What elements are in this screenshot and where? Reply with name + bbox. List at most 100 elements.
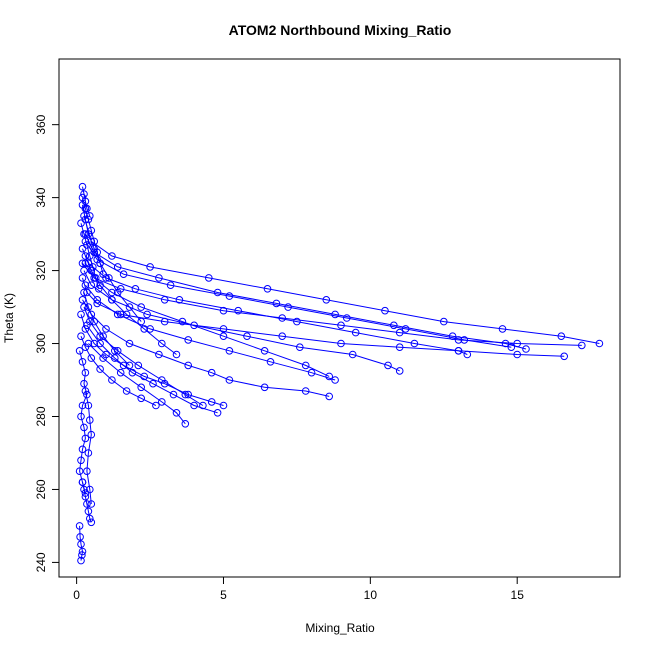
data-point <box>260 347 269 355</box>
data-point <box>160 317 169 326</box>
data-point <box>77 556 85 565</box>
data-point <box>96 339 104 348</box>
series-line <box>79 350 88 494</box>
data-point <box>84 401 93 410</box>
series-group <box>81 387 96 508</box>
data-point <box>125 339 134 348</box>
data-point <box>137 383 145 392</box>
data-point <box>80 288 88 297</box>
data-point <box>137 394 145 403</box>
data-point <box>86 252 94 260</box>
data-point <box>81 434 90 443</box>
series-line <box>82 204 142 322</box>
data-point <box>278 314 287 322</box>
data-point <box>381 306 389 315</box>
series-line <box>88 343 186 425</box>
data-point <box>81 215 90 224</box>
data-point <box>205 274 213 282</box>
series-group <box>81 252 181 359</box>
data-point <box>143 310 151 319</box>
data-point <box>190 401 198 410</box>
series-line <box>84 263 330 377</box>
y-axis: 240 260 280 300 320 340 360 <box>34 114 60 572</box>
data-point <box>80 379 88 388</box>
series-line <box>80 336 157 406</box>
data-point <box>81 325 90 333</box>
data-point <box>77 219 85 227</box>
series-line <box>84 255 177 355</box>
data-point <box>181 420 190 428</box>
data-point <box>102 325 110 333</box>
data-point <box>166 281 175 290</box>
data-point <box>137 317 145 326</box>
data-point <box>325 392 334 401</box>
data-point <box>119 361 128 370</box>
y-tick-label: 300 <box>34 333 48 353</box>
series-group <box>81 230 530 353</box>
series-line <box>82 262 582 346</box>
data-point <box>395 367 404 375</box>
data-point <box>184 361 192 370</box>
data-point <box>158 398 166 406</box>
data-point <box>278 332 287 341</box>
data-point <box>119 270 128 279</box>
series-group <box>75 522 87 565</box>
data-point <box>78 358 87 366</box>
series-line <box>82 277 565 357</box>
data-point <box>146 325 154 333</box>
data-point <box>498 325 507 333</box>
data-point <box>96 365 104 373</box>
data-point <box>83 288 91 297</box>
data-point <box>99 332 107 341</box>
x-axis: 0 5 10 15 <box>73 576 524 602</box>
data-point <box>331 376 339 384</box>
x-tick-label: 10 <box>364 588 378 602</box>
data-point <box>322 296 331 304</box>
data-point <box>111 347 119 355</box>
data-point <box>78 201 87 209</box>
series-line <box>82 482 92 523</box>
data-point <box>172 409 181 417</box>
data-point <box>595 339 604 348</box>
data-point <box>83 500 91 508</box>
data-point <box>169 390 178 399</box>
data-point <box>78 244 87 253</box>
data-point <box>87 430 96 439</box>
data-point <box>90 244 98 253</box>
series-group <box>81 237 516 352</box>
data-point <box>75 522 84 530</box>
data-point <box>296 343 304 352</box>
data-point <box>90 317 98 326</box>
series-group <box>78 201 145 326</box>
data-point <box>560 352 569 361</box>
data-point <box>160 296 169 304</box>
y-tick-label: 320 <box>34 260 48 280</box>
data-point <box>80 303 88 311</box>
y-tick-label: 260 <box>34 479 48 499</box>
data-point <box>301 387 310 395</box>
series-group <box>78 274 569 361</box>
series-group <box>78 259 586 350</box>
data-point <box>116 368 125 377</box>
data-point <box>440 317 448 326</box>
data-point <box>158 376 166 384</box>
data-point <box>78 445 87 454</box>
y-tick-label: 340 <box>34 187 48 207</box>
data-point <box>137 303 145 311</box>
data-point <box>77 540 85 549</box>
series-line <box>80 314 224 406</box>
data-point <box>178 317 187 326</box>
data-point <box>454 347 463 355</box>
y-tick-label: 280 <box>34 406 48 426</box>
data-point <box>86 317 94 326</box>
data-point <box>401 325 410 333</box>
data-point <box>87 518 96 527</box>
data-point <box>213 288 222 297</box>
data-point <box>78 478 87 487</box>
x-tick-label: 0 <box>73 588 80 602</box>
series-line <box>82 299 330 397</box>
data-point <box>263 285 272 293</box>
data-point <box>146 263 154 271</box>
data-point <box>260 383 269 392</box>
data-point <box>90 274 98 282</box>
